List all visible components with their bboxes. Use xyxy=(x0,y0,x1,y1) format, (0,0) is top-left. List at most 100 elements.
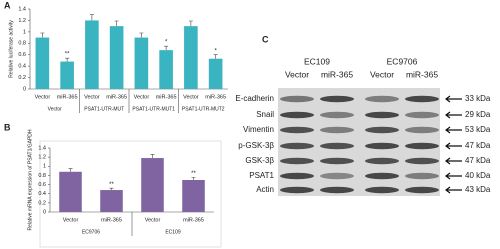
error-bar xyxy=(188,20,193,27)
arrow xyxy=(445,172,462,180)
x-tick-label: Vector xyxy=(35,94,51,100)
band xyxy=(320,95,354,103)
bar xyxy=(109,26,124,89)
error-bar xyxy=(164,45,169,51)
error-bar xyxy=(65,57,70,62)
band xyxy=(405,95,439,103)
protein-label: PSAT1 xyxy=(249,171,274,180)
bar xyxy=(59,171,82,212)
x-tick-label: Vector xyxy=(134,94,150,100)
bar xyxy=(35,37,50,89)
arrow xyxy=(445,95,462,103)
band xyxy=(365,111,399,119)
blot-membrane xyxy=(278,88,440,196)
bar xyxy=(159,50,173,89)
y-tick-label: 1.2 xyxy=(18,18,26,24)
band xyxy=(280,157,314,165)
panel-frame xyxy=(39,140,222,248)
band xyxy=(365,126,399,134)
y-axis-label: Relative luciferase activity xyxy=(8,20,14,78)
band xyxy=(405,172,439,180)
bar xyxy=(134,37,149,89)
y-tick-label: 1.4 xyxy=(38,145,46,151)
group-label: PSAT1-UTR-MUT xyxy=(84,106,124,112)
y-tick-label: 0.6 xyxy=(18,52,26,58)
protein-label: p-GSK-3β xyxy=(238,141,274,150)
group-label: EC109 xyxy=(304,56,330,66)
group-label: EC109 xyxy=(165,229,181,235)
band xyxy=(320,172,354,180)
band xyxy=(280,172,314,180)
protein-label: Actin xyxy=(256,185,274,194)
size-label: 33 kDa xyxy=(465,94,491,103)
panel-label: B xyxy=(4,122,11,132)
error-bar xyxy=(150,154,155,159)
band xyxy=(405,111,439,119)
y-tick-label: 0.2 xyxy=(18,75,26,81)
band xyxy=(405,126,439,134)
error-bar xyxy=(40,32,45,38)
y-tick-label: 0.2 xyxy=(38,200,46,206)
protein-label: Snail xyxy=(256,110,274,119)
error-bar xyxy=(191,176,196,180)
significance: * xyxy=(214,48,217,54)
size-label: 47 kDa xyxy=(465,156,491,165)
group-label: Vector xyxy=(48,106,63,112)
error-bar xyxy=(89,14,94,21)
band xyxy=(405,157,439,165)
protein-label: Vimentin xyxy=(243,125,274,134)
bar xyxy=(60,61,74,89)
band xyxy=(280,111,314,119)
x-tick-label: Vector xyxy=(63,217,79,223)
band xyxy=(320,142,354,150)
y-axis-label: Relative mRNA expression of PSAT1/GAPDH xyxy=(27,129,33,230)
arrow xyxy=(445,186,462,194)
bar xyxy=(141,158,164,212)
y-tick-label: 1 xyxy=(43,164,46,170)
x-tick-label: miR-365 xyxy=(205,94,226,100)
y-tick-label: 1.2 xyxy=(38,155,46,161)
group-label: PSAT1-UTR-MUT2 xyxy=(182,106,225,112)
panel-label: C xyxy=(262,34,269,44)
bar xyxy=(182,180,205,212)
arrow xyxy=(445,157,462,165)
band xyxy=(365,157,399,165)
x-tick-label: Vector xyxy=(145,217,161,223)
arrow xyxy=(445,111,462,119)
significance: ** xyxy=(191,171,196,177)
protein-label: GSK-3β xyxy=(245,156,274,165)
error-bar xyxy=(114,20,119,27)
size-label: 47 kDa xyxy=(465,141,491,150)
band xyxy=(365,142,399,150)
band xyxy=(320,157,354,165)
y-tick-label: 0 xyxy=(23,86,26,92)
size-label: 29 kDa xyxy=(465,110,491,119)
y-tick-label: 1.4 xyxy=(18,6,26,12)
bar xyxy=(208,58,223,89)
error-bar xyxy=(68,168,73,172)
band xyxy=(320,111,354,119)
x-tick-label: miR-365 xyxy=(101,217,122,223)
band xyxy=(365,186,399,194)
column-label: Vector xyxy=(285,69,309,79)
group-label: PSAT1-UTR-MUT1 xyxy=(132,106,175,112)
size-label: 40 kDa xyxy=(465,171,491,180)
significance: ** xyxy=(65,52,70,58)
column-label: miR-365 xyxy=(321,69,353,79)
y-tick-label: 0.6 xyxy=(38,182,46,188)
error-bar xyxy=(139,32,144,38)
band xyxy=(405,186,439,194)
x-tick-label: miR-365 xyxy=(156,94,177,100)
arrow xyxy=(445,142,462,150)
y-tick-label: 0.8 xyxy=(38,173,46,179)
panel-label: A xyxy=(4,0,11,10)
error-bar xyxy=(213,54,218,59)
bar xyxy=(100,190,123,212)
y-tick-label: 0.4 xyxy=(38,191,46,197)
band xyxy=(280,95,314,103)
band xyxy=(365,95,399,103)
size-label: 43 kDa xyxy=(465,185,491,194)
arrow xyxy=(445,126,462,134)
y-tick-label: 0.4 xyxy=(18,64,26,70)
